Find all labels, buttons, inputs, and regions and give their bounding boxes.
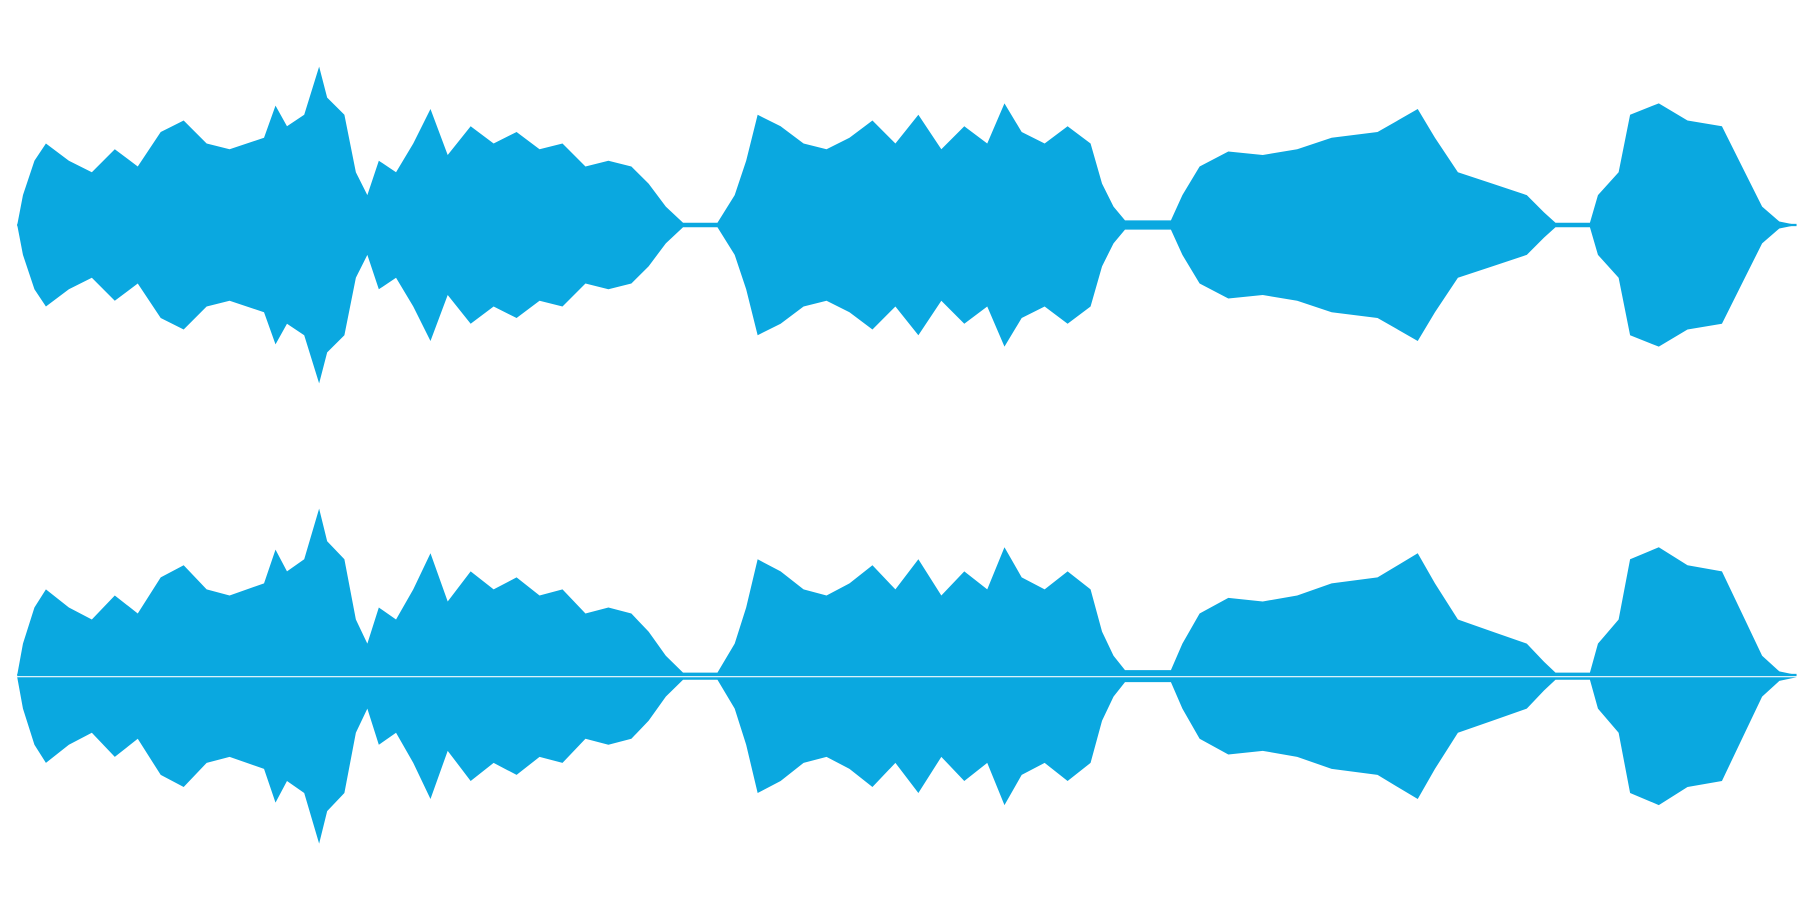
waveform-upper: [17, 677, 1797, 844]
channel-right: [17, 508, 1797, 844]
center-line: [17, 673, 1797, 677]
waveform-lower: [17, 225, 1797, 384]
center-line: [17, 223, 1797, 227]
channel-left: [17, 66, 1797, 384]
waveform-upper: [17, 66, 1797, 225]
waveform-lower: [17, 508, 1797, 675]
